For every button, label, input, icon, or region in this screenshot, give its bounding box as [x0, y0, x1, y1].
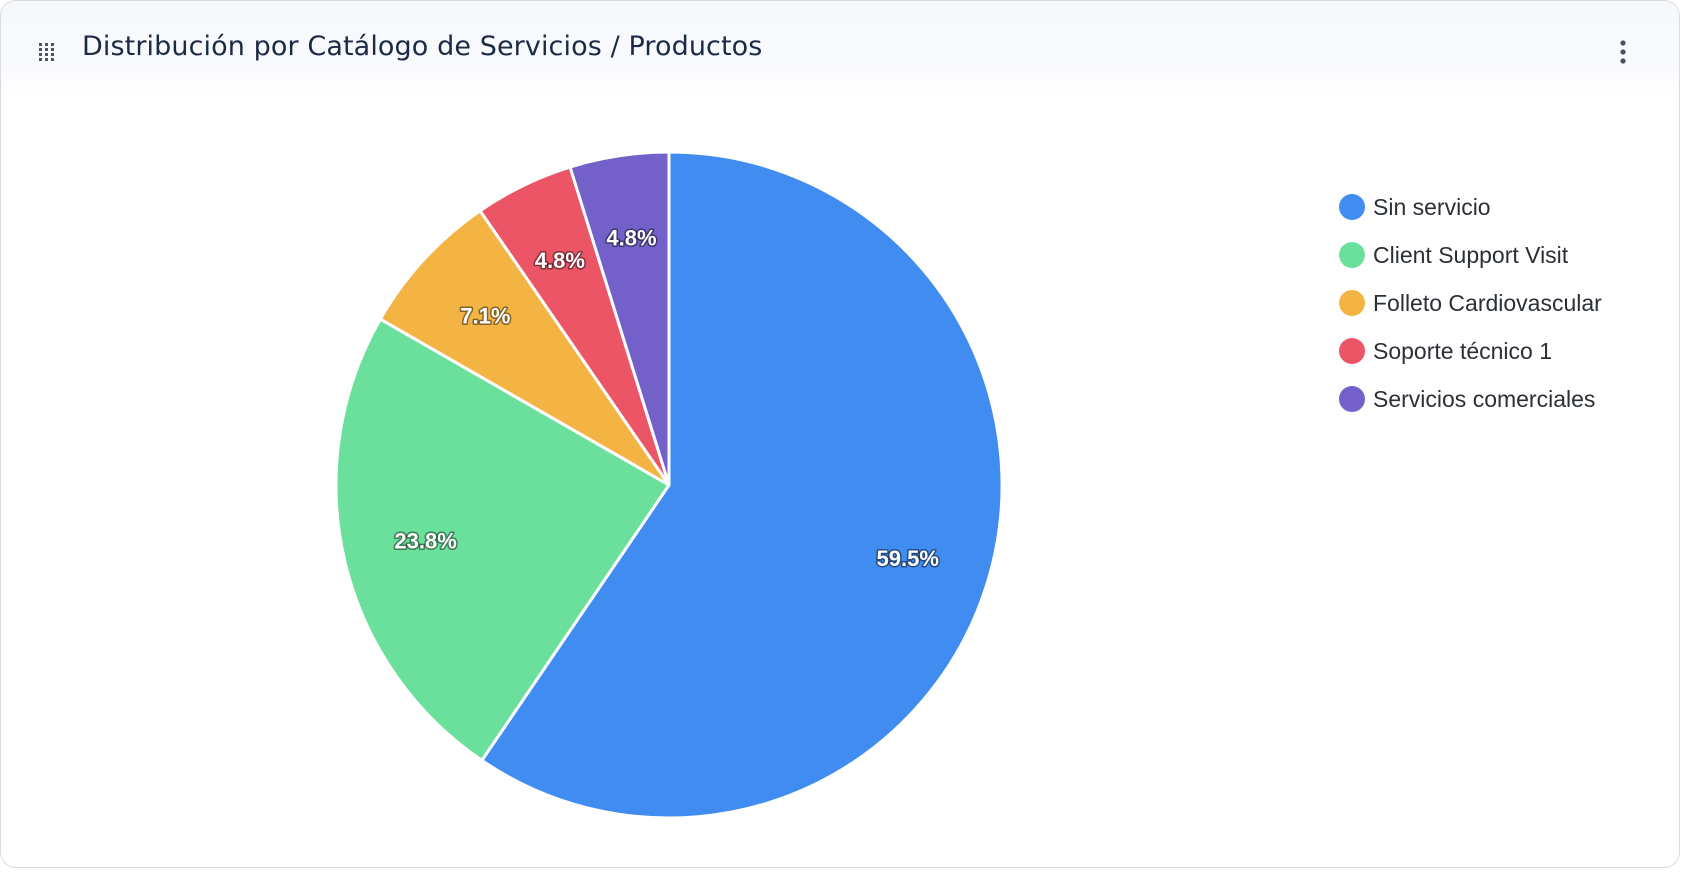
pie-slice-label-1: 23.8%: [394, 529, 456, 554]
legend-swatch: [1339, 290, 1365, 316]
pie-slice-0[interactable]: [480, 150, 1004, 820]
legend-swatch: [1339, 386, 1365, 412]
chart-legend: Sin servicio Client Support Visit Folleto …: [1339, 183, 1602, 423]
legend-item-4[interactable]: Servicios comerciales: [1339, 375, 1602, 423]
legend-label: Sin servicio: [1373, 193, 1491, 220]
legend-swatch: [1339, 194, 1365, 220]
legend-swatch: [1339, 338, 1365, 364]
pie-slice-label-2: 7.1%: [460, 303, 510, 328]
card-header: Distribución por Catálogo de Servicios /…: [1, 1, 1679, 97]
pie-slice-2[interactable]: [378, 209, 671, 487]
pie-slice-4[interactable]: [568, 150, 671, 487]
more-vertical-icon[interactable]: [1605, 36, 1641, 68]
drag-grid-icon[interactable]: [39, 43, 55, 61]
legend-item-0[interactable]: Sin servicio: [1339, 183, 1602, 231]
legend-label: Client Support Visit: [1373, 241, 1569, 268]
card-title: Distribución por Catálogo de Servicios /…: [82, 31, 763, 62]
legend-item-2[interactable]: Folleto Cardiovascular: [1339, 279, 1602, 327]
pie-slice-label-0: 59.5%: [877, 546, 939, 571]
legend-label: Folleto Cardiovascular: [1373, 289, 1602, 316]
legend-item-3[interactable]: Soporte técnico 1: [1339, 327, 1602, 375]
legend-label: Servicios comerciales: [1373, 385, 1596, 412]
legend-label: Soporte técnico 1: [1373, 337, 1553, 364]
pie-slice-label-4: 4.8%: [606, 226, 656, 251]
pie-slice-1[interactable]: [334, 317, 671, 762]
pie-slice-label-3: 4.8%: [535, 248, 585, 273]
legend-swatch: [1339, 242, 1365, 268]
legend-item-1[interactable]: Client Support Visit: [1339, 231, 1602, 279]
